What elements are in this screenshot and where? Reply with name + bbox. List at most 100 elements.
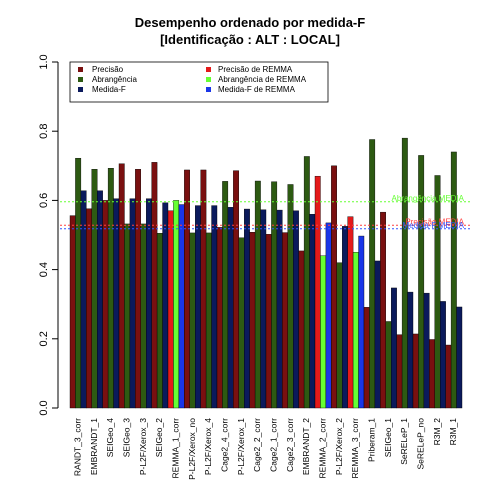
x-tick-label: Cage2_4_corr [219, 418, 229, 472]
legend-label: Precisão de REMMA [218, 65, 293, 74]
bar-precisao [265, 234, 272, 409]
x-tick-label: P-L2F/Xerox_3 [138, 418, 148, 475]
legend-label: Medida-F de REMMA [218, 85, 296, 94]
bar-medida-f [407, 291, 414, 409]
bar-abrangencia [385, 321, 392, 409]
x-tick-label: Cage2_2_corr [252, 418, 262, 472]
legend-box [69, 61, 329, 103]
legend-swatch [206, 77, 211, 82]
x-tick-label: SeRELeP_no [415, 418, 425, 470]
bar-abrangencia [189, 232, 196, 409]
bar-medida-f [423, 292, 430, 409]
bar-precisao [363, 307, 370, 409]
bar-precisao [102, 200, 109, 409]
bar-medida-f [162, 202, 169, 409]
bar-precisao [184, 169, 190, 409]
bar-abrangencia [352, 252, 359, 409]
bar-abrangencia [254, 180, 261, 409]
bar-medida-f [227, 207, 234, 409]
y-tick-label: 0.8 [38, 124, 50, 139]
bar-abrangencia [140, 223, 147, 409]
bar-medida-f [80, 190, 87, 409]
bar-medida-f [440, 301, 446, 409]
bar-abrangencia [336, 262, 343, 409]
y-tick-label: 0.6 [38, 193, 50, 208]
y-tick-label: 0.0 [38, 400, 50, 415]
x-tick-label: SEIGeo_2 [154, 418, 164, 457]
x-axis-labels: RANDT_3_corr EMBRANDT_1 SEIGeo_4 SEIGeo_3 P-… [72, 418, 458, 480]
x-tick-label: Cage2_1_corr [268, 418, 278, 472]
bar-abrangencia [320, 255, 327, 409]
reference-line-label: Precisão MEDIA [405, 217, 464, 226]
legend-label: Abrangência [92, 75, 137, 84]
bar-precisao [396, 334, 403, 409]
bar-precisao [135, 169, 141, 409]
bar-abrangencia [124, 223, 131, 409]
x-tick-label: SEIGeo_4 [105, 418, 115, 457]
chart-subtitle: [Identificação : ALT : LOCAL] [160, 32, 340, 47]
y-tick-label: 0.2 [38, 331, 50, 346]
x-tick-label: EMBRANDT_1 [89, 418, 99, 475]
bar-precisao [151, 162, 158, 409]
bar-precisao [429, 339, 435, 409]
bar-precisao [249, 232, 256, 409]
bar-medida-f [129, 198, 136, 409]
x-tick-label: RANDT_3_corr [72, 418, 82, 476]
bar-abrangencia [303, 156, 310, 409]
bar-medida-f [325, 222, 332, 409]
bars [69, 137, 463, 409]
legend-label: Precisão [92, 65, 124, 74]
bar-abrangencia [369, 139, 376, 409]
x-tick-label: Priberam_1 [366, 418, 376, 462]
bar-abrangencia [271, 181, 278, 409]
bar-precisao [282, 232, 288, 409]
legend-swatch [206, 67, 211, 72]
reference-line-label: Medida-F MEDIA [403, 221, 465, 230]
x-tick-label: R3M_1 [448, 418, 458, 446]
x-tick-label: SEIGeo_3 [121, 418, 131, 457]
bar-medida-f [276, 209, 283, 409]
bar-medida-f [456, 306, 463, 409]
bar-medida-f [260, 209, 267, 409]
bar-precisao [118, 163, 125, 409]
x-tick-label: REMMA_2_corr [317, 418, 327, 479]
x-tick-label: SEIGeo_1 [383, 418, 393, 457]
bar-medida-f [358, 235, 365, 409]
legend-swatch [78, 77, 83, 82]
bar-medida-f [195, 205, 201, 409]
bar-precisao [200, 169, 207, 409]
bar-abrangencia [401, 137, 408, 409]
bar-precisao [216, 227, 223, 409]
reference-lines: Abrangência MEDIA Precisão MEDIAMedida-F … [60, 194, 470, 230]
bar-medida-f [211, 205, 218, 409]
bar-precisao [347, 216, 354, 409]
bar-abrangencia [434, 175, 441, 409]
x-tick-label: SeRELeP_1 [399, 418, 409, 465]
bar-medida-f [342, 226, 348, 409]
bar-abrangencia [91, 169, 98, 409]
chart-title: Desempenho ordenado por medida-F [135, 15, 365, 30]
legend-swatch [206, 87, 211, 92]
bar-abrangencia [222, 181, 229, 409]
bar-precisao [412, 333, 419, 409]
bar-medida-f [391, 287, 397, 409]
bar-medida-f [146, 198, 152, 409]
bar-medida-f [293, 210, 299, 409]
bar-precisao [445, 344, 452, 409]
bar-precisao [86, 208, 92, 409]
bar-medida-f [178, 204, 185, 409]
reference-line-label: Abrangência MEDIA [392, 194, 465, 203]
x-tick-label: Cage2_3_corr [285, 418, 295, 472]
legend-label: Abrangência de REMMA [218, 75, 307, 84]
legend-swatch [78, 87, 83, 92]
x-tick-label: P-L2F/Xerox_2 [334, 418, 344, 475]
bar-medida-f [374, 260, 381, 409]
x-tick-label: P-L2F/Xerox_4 [203, 418, 213, 475]
bar-abrangencia [418, 155, 425, 409]
bar-abrangencia [156, 233, 163, 409]
bar-abrangencia [238, 237, 245, 409]
x-tick-label: REMMA_3_corr [350, 418, 360, 479]
bar-precisao [69, 215, 76, 409]
